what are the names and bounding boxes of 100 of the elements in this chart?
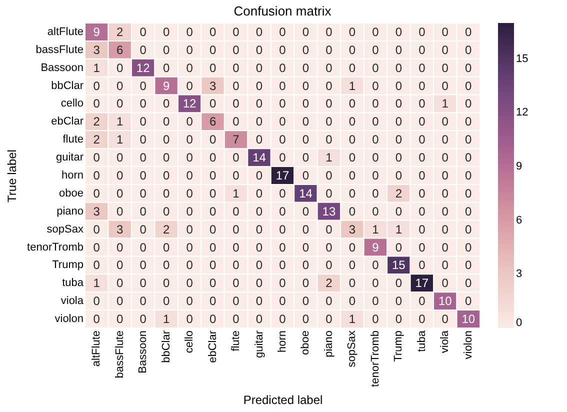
data-label: 0 <box>372 258 380 272</box>
data-label: 0 <box>256 132 263 147</box>
data-label: 0 <box>256 78 263 93</box>
data-label: 0 <box>348 168 356 182</box>
data-label: 0 <box>279 276 286 290</box>
data-label: 3 <box>93 204 100 218</box>
data-label: 0 <box>279 186 286 200</box>
x-tick-label: Trump <box>392 330 405 362</box>
data-label: 0 <box>232 240 240 254</box>
data-label: 0 <box>372 78 380 93</box>
data-label: 0 <box>395 24 402 39</box>
data-label: 0 <box>302 150 310 165</box>
data-label: 0 <box>348 240 356 254</box>
color-bar-label: 15 <box>516 52 528 65</box>
data-label: 0 <box>209 312 216 326</box>
data-label: 0 <box>418 294 426 308</box>
data-label: 0 <box>395 276 402 290</box>
data-label: 0 <box>186 132 194 147</box>
data-label: 15 <box>392 258 406 272</box>
data-label: 2 <box>93 132 100 147</box>
data-label: 0 <box>256 42 263 57</box>
data-label: 0 <box>348 114 356 129</box>
data-label: 0 <box>256 168 263 182</box>
data-label: 0 <box>232 204 240 218</box>
data-label: 0 <box>395 168 402 182</box>
x-tick-label: viola <box>439 330 452 354</box>
data-label: 0 <box>209 240 216 254</box>
data-label: 0 <box>232 276 240 290</box>
data-label: 0 <box>232 150 240 165</box>
data-label: 0 <box>232 96 240 111</box>
data-label: 0 <box>372 312 380 326</box>
data-label: 0 <box>418 96 426 111</box>
data-label: 2 <box>395 186 402 200</box>
data-label: 0 <box>302 132 310 147</box>
data-label: 0 <box>279 204 286 218</box>
x-tick-label: piano <box>322 330 335 358</box>
data-label: 2 <box>162 222 170 236</box>
data-label: 0 <box>116 168 124 182</box>
data-label: 0 <box>186 258 194 272</box>
data-label: 0 <box>116 60 124 75</box>
data-label: 0 <box>465 132 472 147</box>
y-axis-title: True label <box>5 150 20 202</box>
data-label: 0 <box>465 60 472 75</box>
x-tick-label: bbClar <box>160 330 172 363</box>
data-label: 0 <box>140 204 147 218</box>
data-label: 14 <box>252 150 266 165</box>
data-label: 0 <box>326 312 333 326</box>
data-label: 0 <box>140 294 147 308</box>
data-label: 0 <box>279 258 286 272</box>
data-label: 0 <box>302 24 310 39</box>
data-label: 0 <box>93 312 100 326</box>
data-label: 0 <box>395 204 402 218</box>
data-label: 0 <box>418 78 426 93</box>
y-tick-label: violon <box>54 313 84 326</box>
data-label: 0 <box>93 222 100 236</box>
data-label: 0 <box>232 24 240 39</box>
data-label: 0 <box>279 150 286 165</box>
data-label: 0 <box>326 186 333 200</box>
data-label: 0 <box>372 168 380 182</box>
y-tick-label: oboe <box>59 187 84 200</box>
data-label: 0 <box>442 276 449 290</box>
data-label: 0 <box>232 78 240 93</box>
data-label: 0 <box>186 78 194 93</box>
data-label: 0 <box>256 114 263 129</box>
data-label: 0 <box>395 60 402 75</box>
data-label: 1 <box>162 312 170 326</box>
data-label: 0 <box>348 24 356 39</box>
color-bar-label: 3 <box>516 268 522 280</box>
data-label: 0 <box>256 276 263 290</box>
data-label: 0 <box>209 168 216 182</box>
data-label: 0 <box>116 258 124 272</box>
data-label: 0 <box>348 42 356 57</box>
data-label: 0 <box>209 258 216 272</box>
data-label: 0 <box>162 96 170 111</box>
y-tick-label: flute <box>62 134 84 146</box>
data-label: 0 <box>186 42 194 57</box>
data-label: 0 <box>162 204 170 218</box>
data-label: 0 <box>116 96 124 111</box>
data-label: 0 <box>372 24 380 39</box>
x-tick-label: tenorTromb <box>369 330 382 387</box>
data-label: 0 <box>140 240 147 254</box>
data-label: 0 <box>162 168 170 182</box>
data-label: 0 <box>372 294 380 308</box>
data-label: 0 <box>326 60 333 75</box>
data-label: 0 <box>326 96 333 111</box>
data-label: 0 <box>348 60 356 75</box>
y-tick-label: ebClar <box>51 116 84 128</box>
data-label: 0 <box>93 294 100 308</box>
data-label: 0 <box>162 276 170 290</box>
data-label: 2 <box>326 276 333 290</box>
data-label: 0 <box>186 168 194 182</box>
y-tick-label: guitar <box>56 152 84 164</box>
data-label: 1 <box>348 78 356 93</box>
data-label: 0 <box>256 96 263 111</box>
data-label: 0 <box>279 240 286 254</box>
data-label: 0 <box>348 276 356 290</box>
data-label: 0 <box>232 312 240 326</box>
data-label: 0 <box>442 60 449 75</box>
data-label: 0 <box>442 240 449 254</box>
data-label: 0 <box>93 240 100 254</box>
